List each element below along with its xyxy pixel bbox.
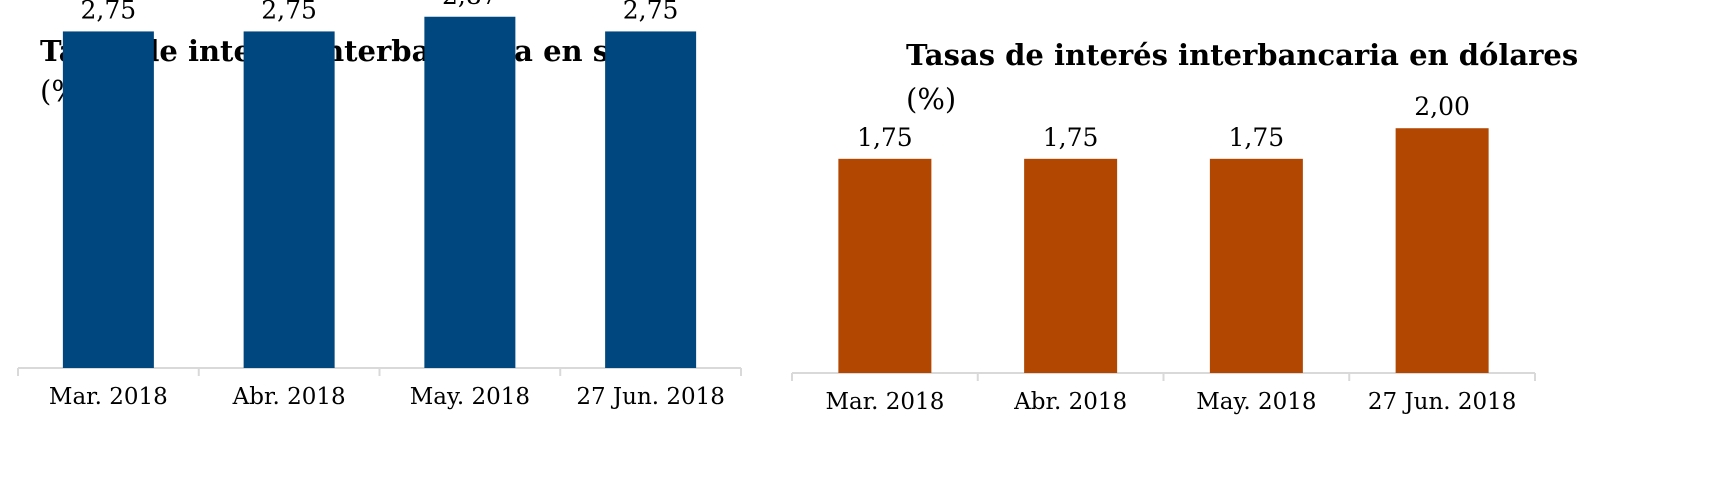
x-tick-label: Abr. 2018 [232, 384, 346, 410]
bar [1209, 158, 1303, 373]
bar [1395, 128, 1489, 373]
bar-value-label: 2,00 [1414, 92, 1470, 121]
chart-title-dolares: Tasas de interés interbancaria en dólare… [906, 38, 1579, 72]
bar [424, 16, 516, 368]
x-tick-label: Abr. 2018 [1013, 389, 1127, 415]
bar [605, 31, 697, 369]
x-tick-label: May. 2018 [1196, 389, 1316, 415]
x-tick-label: 27 Jun. 2018 [1368, 389, 1517, 415]
bar-value-label: 1,75 [857, 123, 913, 152]
bar-value-label: 1,75 [1043, 123, 1099, 152]
bar-value-label: 1,75 [1229, 123, 1285, 152]
bar-value-label: 2,75 [81, 0, 137, 24]
chart-unit-dolares: (%) [906, 82, 957, 116]
bar [243, 31, 335, 369]
x-tick-label: May. 2018 [410, 384, 530, 410]
bar [62, 31, 154, 369]
x-tick-label: Mar. 2018 [825, 389, 944, 415]
bar-value-label: 2,75 [623, 0, 679, 24]
bar-chart-dolares: 1,75 Mar. 2018 1,75 Abr. 2018 1,75 May. 2018 2… [791, 92, 1536, 415]
x-tick-label: Mar. 2018 [49, 384, 168, 410]
bar-value-label: 2,75 [261, 0, 317, 24]
bar-value-label: 2,87 [442, 0, 498, 10]
bar [1024, 158, 1118, 373]
x-tick-label: 27 Jun. 2018 [576, 384, 725, 410]
bar-chart-soles: 2,75 Mar. 2018 2,75 Abr. 2018 2,87 May. 2018 2… [17, 0, 742, 410]
bar [838, 158, 932, 373]
